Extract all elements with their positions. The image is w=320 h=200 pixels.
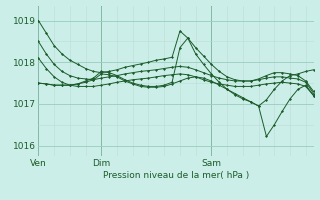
X-axis label: Pression niveau de la mer( hPa ): Pression niveau de la mer( hPa )	[103, 171, 249, 180]
